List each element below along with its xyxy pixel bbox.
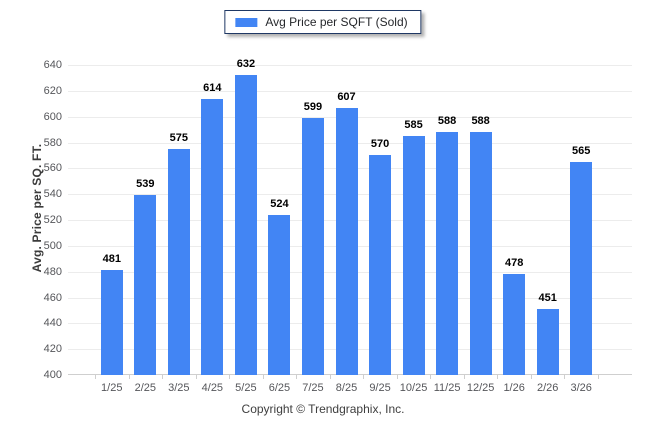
x-axis-tick-label: 5/25 xyxy=(235,382,257,394)
y-axis-tick-label: 580 xyxy=(43,136,62,149)
bar xyxy=(436,132,459,375)
x-axis-tick xyxy=(497,375,499,379)
x-axis-tick-label: 12/25 xyxy=(466,382,495,394)
x-axis-tick-label: 2/25 xyxy=(134,382,156,394)
bar-value-label: 565 xyxy=(572,144,591,157)
bar-value-label: 478 xyxy=(504,257,524,270)
bar xyxy=(536,309,559,375)
bar-value-label: 539 xyxy=(136,178,155,191)
bar xyxy=(469,132,492,375)
x-axis-tick-label: 11/25 xyxy=(433,382,461,394)
x-axis-tick xyxy=(530,375,532,379)
bar xyxy=(201,98,224,375)
y-axis-tick-label: 600 xyxy=(43,110,62,123)
x-axis-tick xyxy=(95,375,96,379)
bar-value-label: 588 xyxy=(471,115,490,128)
x-axis-tick-label: 6/25 xyxy=(268,382,291,394)
x-axis-tick-label: 2/26 xyxy=(536,382,559,394)
bar-value-label: 599 xyxy=(303,100,323,113)
bar xyxy=(369,155,392,375)
x-axis-tick xyxy=(598,375,599,379)
y-axis-tick-label: 620 xyxy=(43,84,62,97)
bar-value-label: 451 xyxy=(538,292,557,305)
x-axis-tick-label: 3/25 xyxy=(168,382,190,394)
y-axis-tick-label: 480 xyxy=(43,265,62,278)
x-axis-tick-label: 1/25 xyxy=(101,382,123,394)
x-axis-tick xyxy=(262,375,264,379)
x-axis-tick xyxy=(128,375,130,379)
bar-value-label: 570 xyxy=(370,138,390,151)
x-axis-tick xyxy=(329,375,331,379)
y-axis-tick-label: 460 xyxy=(43,291,62,304)
bar xyxy=(167,148,190,375)
y-axis-tick-label: 500 xyxy=(43,239,62,252)
bar xyxy=(402,136,425,375)
x-axis-tick xyxy=(363,375,365,379)
gridline xyxy=(68,90,632,92)
x-axis-tick-label: 7/25 xyxy=(302,382,324,394)
y-axis-tick-label: 540 xyxy=(43,188,62,201)
y-axis-tick-label: 420 xyxy=(43,343,62,356)
y-axis-tick-label: 560 xyxy=(43,162,62,175)
bar xyxy=(234,75,257,375)
copyright-text: Copyright © Trendgraphix, Inc. xyxy=(241,402,405,416)
bar xyxy=(570,161,593,375)
bar-value-label: 524 xyxy=(270,197,289,210)
x-axis-tick xyxy=(229,375,231,379)
x-axis-tick-label: 10/25 xyxy=(399,382,428,394)
bar-value-label: 575 xyxy=(169,131,188,144)
y-axis-tick-label: 440 xyxy=(43,317,62,330)
bar xyxy=(335,107,358,375)
x-axis-tick xyxy=(430,375,432,379)
x-axis-tick-label: 4/25 xyxy=(201,382,224,394)
bar xyxy=(134,195,157,375)
x-axis-tick xyxy=(463,375,465,379)
y-axis-tick-label: 400 xyxy=(43,369,62,381)
x-axis-tick xyxy=(195,375,197,379)
y-axis-tick-label: 520 xyxy=(43,214,62,226)
legend: Avg Price per SQFT (Sold) xyxy=(224,10,422,34)
bar-value-label: 614 xyxy=(203,81,222,94)
bar-value-label: 585 xyxy=(404,119,423,132)
x-axis-tick-label: 9/25 xyxy=(369,382,391,394)
bar xyxy=(268,214,291,375)
bar xyxy=(100,270,123,375)
y-axis-tick-label: 640 xyxy=(43,59,62,71)
bar xyxy=(503,274,526,375)
legend-swatch-icon xyxy=(235,17,258,27)
bar-value-label: 481 xyxy=(102,253,121,266)
x-axis-tick xyxy=(162,375,164,379)
plot-area: 481 1/25 539 2/25 575 3/25 614 4/25 632 5/25 524 6/… xyxy=(68,58,632,394)
gridline xyxy=(68,65,632,66)
bar-value-label: 632 xyxy=(236,58,256,71)
x-axis-tick xyxy=(296,375,298,379)
x-axis-tick-label: 1/26 xyxy=(503,382,525,394)
legend-label: Avg Price per SQFT (Sold) xyxy=(265,15,408,29)
x-axis-tick-label: 3/26 xyxy=(570,382,592,394)
x-axis-tick-label: 8/25 xyxy=(335,382,358,394)
x-axis-tick xyxy=(564,375,566,379)
bar-value-label: 588 xyxy=(437,115,457,128)
x-axis-tick xyxy=(396,375,398,379)
bar-value-label: 607 xyxy=(337,90,356,103)
bar xyxy=(301,117,324,375)
